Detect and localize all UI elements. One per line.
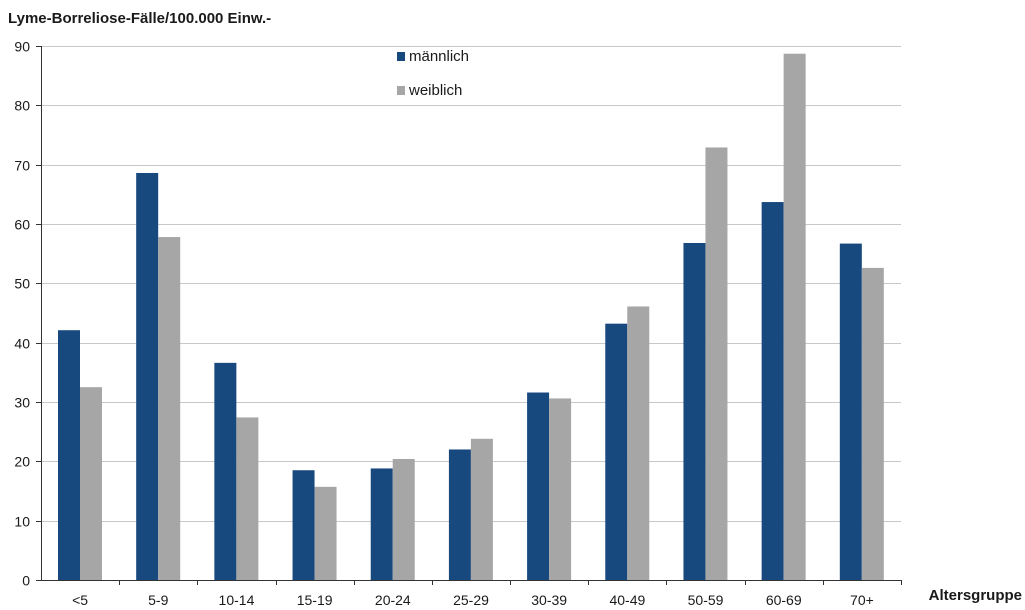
x-tick-label: 10-14	[219, 592, 255, 608]
x-tick-label: <5	[72, 592, 88, 608]
bar-maennlich	[683, 242, 706, 580]
legend-label: männlich	[409, 48, 469, 65]
bar-maennlich	[214, 362, 237, 580]
bar-maennlich	[370, 468, 393, 580]
bar-maennlich	[136, 172, 159, 580]
bar-weiblich	[627, 306, 650, 580]
x-tick-label: 20-24	[375, 592, 411, 608]
bar-weiblich	[705, 147, 728, 580]
x-axis-label: Altersgruppe	[929, 587, 1022, 604]
x-tick-label: 40-49	[609, 592, 645, 608]
legend: männlich weiblich	[397, 48, 469, 99]
bar-maennlich	[448, 449, 471, 580]
y-tick-labels: 0 10 20 30 40 50 60 70 80 90	[14, 39, 30, 589]
y-tick-label: 70	[14, 158, 30, 174]
x-tick-label: 15-19	[297, 592, 333, 608]
y-tick-label: 90	[14, 39, 30, 55]
x-tick-label: 60-69	[766, 592, 802, 608]
bar-maennlich	[527, 392, 550, 580]
axes	[36, 46, 902, 585]
bar-maennlich	[58, 330, 80, 580]
bar-weiblich	[80, 387, 102, 580]
y-tick-label: 0	[22, 573, 30, 589]
x-tick-label: 25-29	[453, 592, 489, 608]
x-tick-label: 30-39	[531, 592, 567, 608]
y-axis-label: Lyme-Borreliose-Fälle/100.000 Einw.-	[8, 10, 271, 27]
y-tick-label: 10	[14, 514, 30, 530]
y-tick-label: 60	[14, 217, 30, 233]
bar-weiblich	[158, 237, 181, 580]
bar-maennlich	[292, 470, 315, 580]
bar-weiblich	[470, 438, 493, 580]
y-tick-label: 50	[14, 276, 30, 292]
x-tick-labels: <5 5-9 10-14 15-19 20-24 25-29 30-39 40-49 50-59…	[72, 592, 874, 608]
bar-weiblich	[861, 267, 884, 580]
gridlines	[41, 46, 901, 522]
bar-weiblich	[549, 398, 572, 580]
bar-weiblich	[314, 486, 337, 580]
bar-maennlich	[761, 202, 784, 580]
bar-weiblich	[392, 458, 415, 580]
y-tick-label: 40	[14, 336, 30, 352]
bars	[58, 53, 884, 581]
bar-weiblich	[236, 417, 259, 580]
legend-label: weiblich	[408, 82, 462, 99]
bar-maennlich	[605, 323, 628, 580]
bar-maennlich	[839, 243, 862, 580]
y-tick-label: 80	[14, 98, 30, 114]
legend-swatch-weiblich	[397, 86, 405, 95]
y-tick-label: 30	[14, 395, 30, 411]
y-tick-label: 20	[14, 454, 30, 470]
bar-weiblich	[783, 53, 806, 581]
x-tick-label: 50-59	[688, 592, 724, 608]
legend-swatch-maennlich	[397, 52, 405, 61]
x-tick-label: 5-9	[148, 592, 168, 608]
x-tick-label: 70+	[850, 592, 874, 608]
